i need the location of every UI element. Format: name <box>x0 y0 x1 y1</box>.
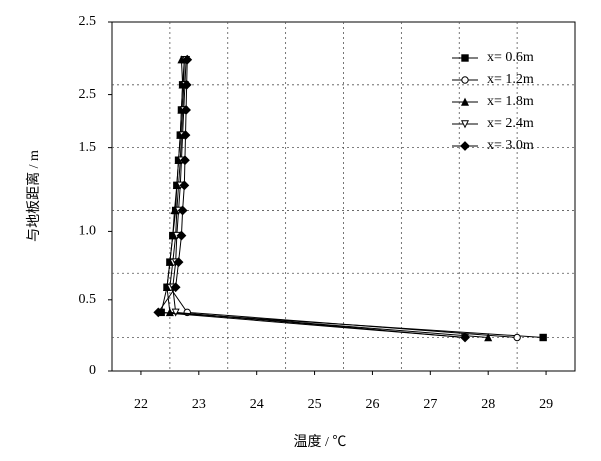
data-point <box>165 257 174 266</box>
x-axis-title: 温度 / ℃ <box>294 434 347 450</box>
legend-label: x= 3.0m <box>487 138 534 153</box>
legend-label: x= 1.8m <box>487 94 534 109</box>
legend-marker <box>460 141 470 151</box>
x-tick-label: 25 <box>308 397 322 412</box>
x-tick-label: 24 <box>250 397 264 412</box>
legend-label: x= 0.6m <box>487 50 534 65</box>
legend-marker <box>461 54 469 62</box>
legend-label: x= 1.2m <box>487 72 534 87</box>
x-tick-label: 22 <box>134 397 148 412</box>
y-tick-label: 0 <box>89 363 96 378</box>
y-tick-label: 0.5 <box>79 292 97 307</box>
data-point <box>180 130 191 140</box>
y-tick-label: 1.0 <box>79 224 97 239</box>
data-point <box>177 205 188 216</box>
x-tick-label: 26 <box>365 397 379 412</box>
data-point <box>181 79 192 90</box>
series-line <box>172 59 466 338</box>
series-line <box>166 59 489 338</box>
x-tick-label: 27 <box>423 397 437 412</box>
legend-marker <box>460 120 470 129</box>
x-tick-label: 23 <box>192 397 206 412</box>
x-tick-label: 28 <box>481 397 495 412</box>
data-point <box>484 333 493 342</box>
legend-box <box>446 45 548 155</box>
data-point <box>168 231 177 240</box>
y-tick-label: 2.5 <box>79 87 97 102</box>
y-axis-title: 与地板距离 / m <box>25 150 42 242</box>
data-point <box>170 206 179 215</box>
data-point <box>513 333 521 342</box>
data-point <box>153 307 164 318</box>
data-point <box>173 257 184 268</box>
y-tick-label: 2.5 <box>79 14 97 29</box>
data-point <box>539 333 547 342</box>
legend-marker <box>461 76 469 84</box>
data-point <box>176 230 187 241</box>
data-point <box>460 332 470 343</box>
data-point <box>181 105 191 115</box>
data-point <box>171 308 180 317</box>
data-point <box>162 282 171 291</box>
series-line <box>157 59 466 338</box>
legend-label: x= 2.4m <box>487 116 534 131</box>
y-tick-label: 1.5 <box>79 140 97 155</box>
data-point <box>182 54 193 65</box>
legend-marker <box>460 97 470 106</box>
data-point <box>170 282 181 293</box>
data-point <box>180 155 190 166</box>
data-point <box>165 308 174 317</box>
data-point <box>179 180 190 191</box>
x-tick-label: 29 <box>539 397 553 412</box>
